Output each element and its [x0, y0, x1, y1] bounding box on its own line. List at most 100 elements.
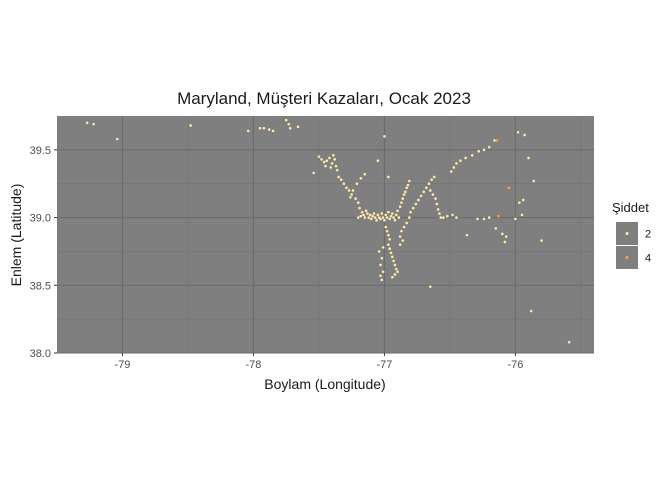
data-point-severity-2	[436, 208, 440, 211]
data-point-severity-2	[487, 145, 491, 149]
data-point-severity-2	[366, 212, 369, 215]
data-point-severity-2	[359, 176, 363, 180]
data-point-severity-2	[516, 130, 520, 134]
data-point-severity-2	[267, 128, 271, 131]
data-point-severity-2	[383, 135, 386, 138]
data-point-severity-2	[520, 213, 524, 217]
data-point-severity-2	[527, 156, 530, 160]
data-point-severity-2	[333, 158, 336, 161]
legend-label: 4	[645, 253, 651, 265]
data-point-severity-2	[451, 213, 454, 217]
legend-key-point	[625, 256, 629, 259]
data-point-severity-2	[379, 274, 382, 278]
data-point-severity-2	[347, 189, 351, 192]
data-point-severity-2	[373, 216, 377, 219]
data-point-severity-2	[329, 166, 333, 169]
data-point-severity-2	[401, 197, 405, 200]
data-point-severity-2	[384, 213, 388, 217]
data-point-severity-2	[503, 240, 507, 244]
data-point-severity-2	[405, 221, 409, 225]
data-point-severity-2	[387, 175, 390, 179]
data-point-severity-2	[375, 218, 378, 222]
data-point-severity-2	[328, 156, 331, 160]
data-point-severity-2	[393, 218, 397, 222]
data-point-severity-2	[390, 212, 394, 215]
data-point-severity-2	[435, 202, 439, 206]
x-tick-label: -79	[115, 359, 131, 371]
data-point-severity-2	[345, 186, 348, 190]
data-point-severity-2	[389, 251, 393, 255]
data-point-severity-2	[360, 210, 364, 214]
data-point-severity-2	[334, 164, 338, 168]
data-point-severity-2	[394, 267, 398, 271]
data-point-severity-2	[335, 168, 339, 172]
data-point-severity-2	[532, 179, 536, 183]
data-point-severity-2	[504, 235, 508, 238]
data-point-severity-2	[446, 214, 449, 218]
plot-panel	[57, 116, 594, 353]
data-point-severity-2	[398, 235, 402, 238]
data-point-severity-2	[523, 133, 526, 137]
data-point-severity-2	[356, 201, 360, 204]
data-point-severity-2	[320, 158, 323, 161]
data-point-severity-2	[379, 217, 382, 221]
data-point-severity-2	[411, 206, 415, 210]
data-point-severity-2	[380, 256, 384, 260]
data-point-severity-2	[388, 237, 391, 241]
data-point-severity-2	[367, 216, 371, 219]
data-point-severity-2	[339, 178, 343, 181]
data-point-severity-2	[521, 198, 525, 202]
data-point-severity-2	[189, 124, 192, 127]
data-point-severity-2	[393, 263, 397, 267]
data-point-severity-2	[394, 213, 398, 217]
data-point-severity-2	[342, 182, 346, 186]
data-point-severity-2	[350, 193, 353, 196]
data-point-severity-2	[417, 198, 420, 202]
data-point-severity-2	[434, 197, 437, 200]
data-point-severity-2	[359, 214, 363, 218]
data-point-severity-2	[381, 216, 385, 219]
data-point-severity-2	[363, 216, 367, 219]
data-point-severity-2	[455, 162, 458, 165]
data-point-severity-2	[439, 216, 443, 219]
data-point-severity-2	[92, 122, 95, 126]
data-point-severity-2	[377, 250, 381, 253]
data-point-severity-2	[385, 216, 389, 219]
data-point-severity-2	[396, 270, 399, 274]
data-point-severity-2	[470, 153, 474, 157]
data-point-severity-2	[476, 217, 479, 221]
data-point-severity-2	[398, 205, 402, 209]
data-point-severity-2	[354, 197, 357, 200]
data-point-severity-2	[414, 202, 418, 206]
data-point-severity-2	[482, 148, 486, 152]
data-point-severity-2	[514, 217, 517, 221]
legend-label: 2	[645, 229, 651, 241]
data-point-severity-2	[262, 126, 266, 130]
data-point-severity-2	[363, 172, 367, 176]
data-point-severity-2	[406, 183, 410, 187]
y-tick-label: 39.5	[30, 145, 51, 157]
data-point-severity-2	[317, 155, 321, 158]
data-point-severity-2	[390, 255, 394, 259]
data-point-severity-2	[494, 227, 498, 230]
grid-major-lines	[57, 116, 594, 354]
data-point-severity-2	[409, 210, 412, 214]
data-point-severity-2	[402, 193, 406, 196]
data-point-severity-2	[482, 217, 486, 221]
data-point-severity-2	[397, 216, 401, 219]
data-point-severity-2	[368, 213, 372, 217]
data-point-severity-2	[370, 217, 373, 221]
data-point-severity-2	[356, 216, 360, 219]
data-point-severity-2	[258, 126, 262, 130]
data-point-severity-2	[287, 122, 291, 126]
data-point-severity-2	[355, 182, 359, 186]
data-point-severity-2	[381, 270, 385, 274]
data-point-severity-2	[337, 175, 340, 179]
data-point-severity-2	[324, 164, 327, 168]
data-point-severity-2	[487, 216, 491, 219]
data-point-severity-2	[518, 201, 521, 204]
data-point-severity-2	[389, 214, 393, 218]
data-point-severity-2	[376, 213, 380, 217]
data-point-severity-2	[312, 171, 316, 175]
data-point-severity-2	[362, 213, 365, 217]
